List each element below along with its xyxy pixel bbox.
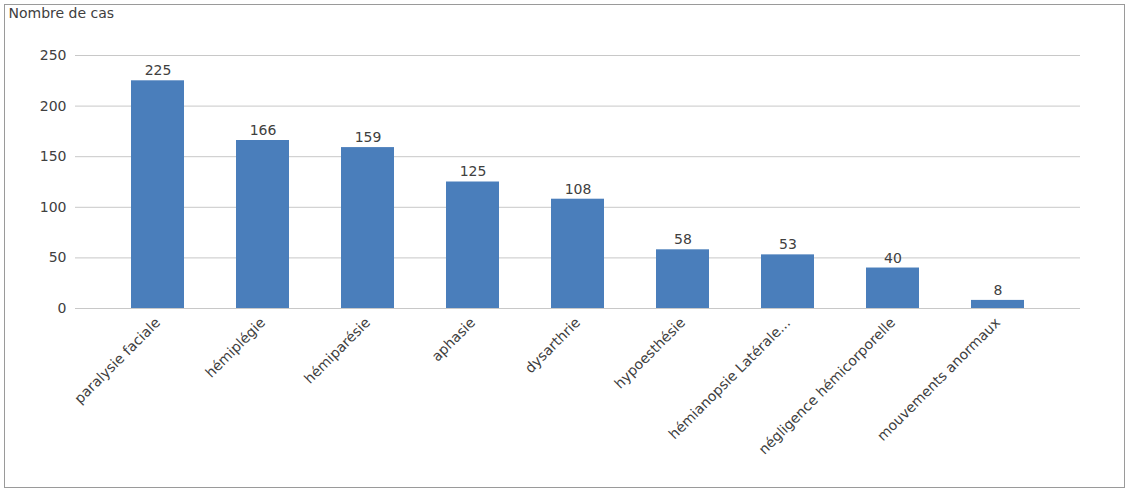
svg-text:150: 150 xyxy=(40,148,67,164)
svg-text:125: 125 xyxy=(460,163,487,179)
svg-text:58: 58 xyxy=(674,231,692,247)
svg-text:hémianopsie Latérale...: hémianopsie Latérale... xyxy=(665,314,793,442)
svg-text:159: 159 xyxy=(355,129,382,145)
svg-text:hypoesthésie: hypoesthésie xyxy=(611,314,688,391)
svg-text:200: 200 xyxy=(40,98,67,114)
svg-text:Nombre de cas: Nombre de cas xyxy=(9,5,115,21)
svg-text:8: 8 xyxy=(994,282,1003,298)
svg-text:mouvements anormaux: mouvements anormaux xyxy=(874,314,1004,444)
svg-text:100: 100 xyxy=(40,199,67,215)
svg-text:dysarthrie: dysarthrie xyxy=(521,314,583,376)
svg-text:0: 0 xyxy=(58,300,67,316)
svg-text:hémiparésie: hémiparésie xyxy=(301,314,373,386)
svg-text:250: 250 xyxy=(40,47,67,63)
svg-text:225: 225 xyxy=(145,62,172,78)
svg-text:166: 166 xyxy=(250,122,277,138)
svg-text:50: 50 xyxy=(49,249,67,265)
svg-text:40: 40 xyxy=(884,249,902,265)
svg-text:53: 53 xyxy=(779,236,797,252)
svg-text:négligence hémicorporelle: négligence hémicorporelle xyxy=(755,314,899,458)
svg-text:108: 108 xyxy=(565,181,592,197)
svg-text:hémiplégie: hémiplégie xyxy=(202,314,268,380)
svg-text:paralysie faciale: paralysie faciale xyxy=(71,314,163,406)
svg-text:aphasie: aphasie xyxy=(428,314,478,364)
